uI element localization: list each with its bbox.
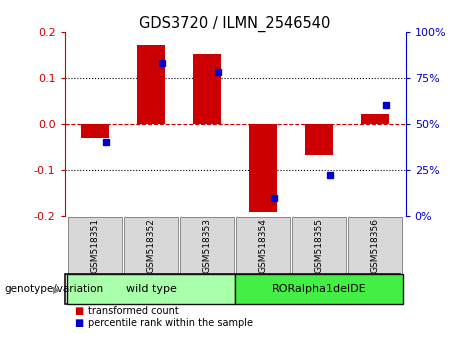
Text: GSM518355: GSM518355	[314, 218, 324, 273]
Text: GSM518352: GSM518352	[147, 218, 156, 273]
FancyBboxPatch shape	[180, 217, 234, 274]
Text: genotype/variation: genotype/variation	[5, 284, 104, 295]
FancyBboxPatch shape	[292, 217, 346, 274]
Text: ■: ■	[74, 306, 83, 316]
Text: GSM518354: GSM518354	[259, 218, 267, 273]
Bar	[193, 54, 221, 124]
Bar	[361, 114, 389, 124]
Text: GSM518353: GSM518353	[203, 218, 212, 273]
FancyBboxPatch shape	[124, 217, 178, 274]
Text: percentile rank within the sample: percentile rank within the sample	[88, 318, 253, 328]
Bar	[137, 45, 165, 124]
Text: ■: ■	[74, 318, 83, 328]
Text: RORalpha1delDE: RORalpha1delDE	[272, 284, 366, 295]
FancyBboxPatch shape	[68, 217, 122, 274]
Text: ▶: ▶	[53, 284, 60, 295]
Text: transformed count: transformed count	[88, 306, 178, 316]
Bar	[249, 124, 277, 212]
FancyBboxPatch shape	[235, 274, 403, 304]
FancyBboxPatch shape	[67, 274, 235, 304]
Title: GDS3720 / ILMN_2546540: GDS3720 / ILMN_2546540	[139, 16, 331, 32]
Text: GSM518356: GSM518356	[371, 218, 379, 273]
Bar	[305, 124, 333, 155]
Bar	[81, 124, 109, 138]
FancyBboxPatch shape	[236, 217, 290, 274]
Text: GSM518351: GSM518351	[91, 218, 100, 273]
Text: wild type: wild type	[126, 284, 177, 295]
FancyBboxPatch shape	[348, 217, 402, 274]
